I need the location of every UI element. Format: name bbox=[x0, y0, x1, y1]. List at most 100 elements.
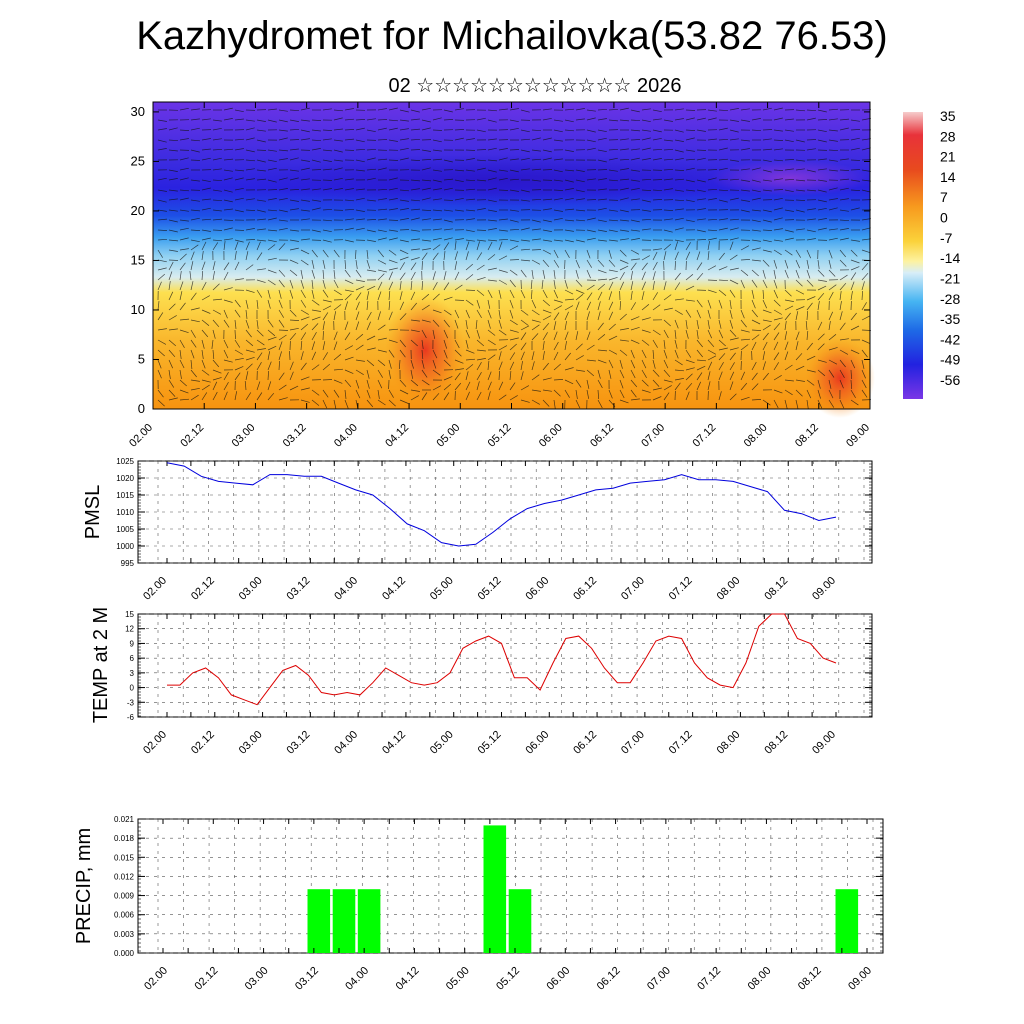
wind-barb bbox=[212, 209, 222, 212]
wind-barb bbox=[355, 333, 364, 341]
wind-barb bbox=[597, 198, 607, 201]
wind-barb bbox=[476, 276, 486, 281]
wind-barb bbox=[311, 259, 315, 269]
wind-barb bbox=[410, 379, 419, 387]
colorbar-label: 14 bbox=[940, 169, 956, 185]
wind-barb bbox=[377, 218, 387, 221]
wind-barb bbox=[817, 199, 827, 203]
wind-barb bbox=[355, 269, 362, 278]
wind-barb bbox=[531, 319, 541, 323]
temp-grid bbox=[138, 613, 872, 718]
section-y-tick-label: 20 bbox=[131, 203, 145, 218]
wind-barb bbox=[465, 381, 471, 391]
wind-barb bbox=[564, 298, 575, 301]
wind-barb bbox=[762, 189, 772, 192]
warm-core-day8 bbox=[805, 338, 875, 418]
wind-barb bbox=[762, 169, 772, 173]
wind-barb bbox=[355, 197, 365, 201]
wind-barb bbox=[289, 309, 297, 317]
wind-barb bbox=[630, 157, 640, 161]
wind-barb bbox=[674, 178, 685, 181]
wind-barb bbox=[476, 239, 486, 242]
wind-barb bbox=[773, 352, 780, 361]
wind-barb bbox=[410, 302, 417, 311]
pmsl-x-tick-label: 02.00 bbox=[141, 575, 169, 603]
wind-barb bbox=[630, 398, 640, 401]
wind-barb bbox=[443, 251, 446, 261]
wind-barb bbox=[828, 198, 838, 201]
wind-barb bbox=[784, 389, 793, 396]
wind-barb bbox=[575, 118, 585, 121]
wind-barb bbox=[520, 239, 530, 242]
wind-barb bbox=[300, 119, 310, 122]
wind-barb bbox=[421, 379, 430, 386]
pmsl-frame bbox=[137, 460, 873, 564]
wind-barb bbox=[520, 269, 527, 278]
wind-barb bbox=[520, 309, 529, 316]
wind-barb bbox=[432, 149, 442, 152]
wind-barbs bbox=[157, 107, 872, 410]
wind-barb bbox=[322, 149, 333, 152]
wind-barb bbox=[267, 329, 276, 337]
wind-barb bbox=[179, 262, 186, 271]
wind-barb bbox=[828, 334, 837, 341]
pmsl-series-line bbox=[166, 462, 837, 547]
wind-barb bbox=[509, 178, 520, 181]
wind-barb bbox=[487, 138, 497, 141]
wind-barb bbox=[685, 299, 695, 302]
wind-barb bbox=[388, 271, 393, 281]
wind-barb bbox=[278, 289, 282, 299]
wind-barb bbox=[795, 109, 806, 112]
wind-barb bbox=[377, 158, 388, 161]
wind-barb bbox=[751, 334, 760, 341]
wind-barb bbox=[619, 379, 624, 389]
wind-barb bbox=[234, 209, 244, 213]
wind-barb bbox=[696, 179, 706, 183]
colorbar-ramp bbox=[903, 112, 923, 399]
wind-barb bbox=[619, 389, 625, 399]
wind-barb bbox=[454, 261, 458, 271]
wind-barb bbox=[839, 228, 849, 231]
wind-barb bbox=[630, 109, 640, 113]
wind-barb bbox=[410, 159, 421, 161]
wind-barb bbox=[476, 179, 487, 182]
wind-barb bbox=[168, 369, 171, 379]
wind-barb bbox=[817, 333, 825, 341]
wind-barb bbox=[652, 137, 662, 141]
temp-ylabel: TEMP at 2 M bbox=[90, 607, 112, 723]
wind-barb bbox=[619, 249, 627, 257]
wind-barb bbox=[795, 399, 799, 409]
wind-barb bbox=[718, 279, 729, 282]
wind-barb bbox=[850, 259, 860, 264]
wind-barb bbox=[828, 359, 838, 365]
wind-barb bbox=[586, 117, 596, 121]
wind-barb bbox=[311, 129, 321, 132]
wind-barb bbox=[212, 377, 222, 381]
wind-barb bbox=[454, 319, 459, 329]
wind-barb bbox=[377, 127, 387, 131]
wind-barb bbox=[817, 158, 827, 161]
wind-barb bbox=[201, 241, 207, 251]
wind-barb bbox=[311, 159, 321, 163]
wind-barb bbox=[663, 119, 673, 122]
wind-barb bbox=[157, 281, 162, 291]
wind-barb bbox=[509, 299, 514, 309]
wind-barb bbox=[531, 389, 541, 392]
wind-barb bbox=[190, 229, 201, 231]
wind-barb bbox=[685, 309, 692, 318]
wind-barb bbox=[388, 311, 393, 321]
wind-barb bbox=[740, 338, 751, 341]
wind-barb bbox=[322, 389, 329, 398]
wind-barb bbox=[619, 399, 629, 404]
wind-barb bbox=[861, 118, 871, 121]
wind-barb bbox=[487, 360, 490, 371]
wind-barb bbox=[410, 359, 414, 369]
wind-barb bbox=[289, 385, 299, 391]
wind-barb bbox=[619, 281, 625, 291]
wind-barb bbox=[762, 309, 772, 314]
wind-barb bbox=[300, 269, 304, 279]
wind-barb bbox=[355, 379, 360, 389]
wind-barb bbox=[630, 369, 636, 379]
wind-barb bbox=[344, 138, 355, 141]
wind-barb bbox=[784, 178, 795, 181]
